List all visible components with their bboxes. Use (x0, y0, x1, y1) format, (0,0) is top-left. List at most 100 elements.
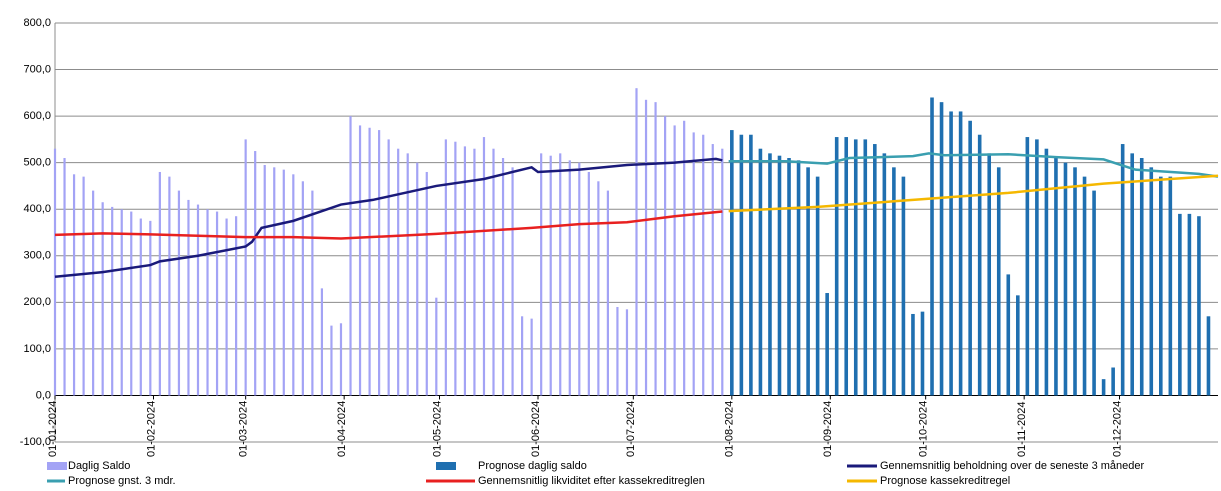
bar (1139, 158, 1144, 396)
y-tick-label: 0,0 (36, 389, 51, 401)
y-tick-label: -100,0 (20, 436, 51, 448)
bar (1092, 190, 1096, 396)
bar (939, 102, 944, 396)
bar (911, 313, 915, 396)
legend-label: Prognose kassekreditregel (880, 475, 1010, 487)
x-tick-label: 01-10-2024 (918, 401, 930, 457)
y-tick-label: 400,0 (23, 203, 51, 215)
bar (739, 134, 744, 396)
bar (120, 209, 123, 396)
bar (559, 153, 562, 396)
bar (139, 218, 142, 396)
y-tick-label: 300,0 (23, 250, 51, 262)
y-tick-label: 100,0 (23, 343, 51, 355)
bar (320, 288, 324, 396)
bar (82, 176, 85, 396)
bar (292, 174, 295, 396)
x-tick-label: 01-04-2024 (336, 401, 348, 457)
line (54, 157, 723, 278)
bar (339, 323, 343, 396)
bar (406, 153, 409, 396)
bar (206, 209, 209, 396)
bar (673, 125, 676, 396)
bar (416, 162, 419, 396)
bar (1063, 162, 1068, 396)
x-tick-label: 01-12-2024 (1111, 401, 1123, 457)
bar (387, 139, 390, 396)
bar (444, 139, 447, 396)
bar (635, 88, 638, 396)
bar (920, 311, 925, 396)
bar (644, 99, 648, 396)
legend-label: Gennemsnitlig likviditet efter kassekred… (478, 475, 705, 487)
bar (578, 162, 581, 396)
bar (892, 167, 896, 396)
bar (244, 139, 247, 396)
bar (53, 148, 57, 396)
bar (958, 111, 963, 396)
bar (254, 151, 257, 396)
bar (1101, 379, 1106, 396)
bar (806, 167, 810, 396)
bar (501, 158, 505, 396)
bar (177, 190, 181, 396)
bar (425, 171, 428, 396)
bar (235, 216, 238, 396)
bar (1044, 148, 1049, 396)
bar (901, 176, 906, 396)
x-tick-label: 01-02-2024 (145, 401, 157, 457)
bar (1120, 144, 1125, 396)
bar (815, 176, 820, 396)
bar (996, 167, 1001, 396)
bar (1168, 176, 1173, 396)
bar (768, 153, 772, 396)
y-tick-label: 200,0 (23, 296, 51, 308)
bar (882, 153, 887, 396)
bar (692, 132, 695, 396)
bar (1206, 316, 1211, 396)
bar (330, 325, 333, 396)
bar (1111, 367, 1115, 396)
bar (1187, 213, 1192, 396)
line (728, 152, 1219, 178)
legend-label: Daglig Saldo (68, 460, 130, 472)
bar (225, 218, 228, 396)
legend-label: Prognose gnst. 3 mdr. (68, 475, 176, 487)
bar (540, 153, 543, 396)
legend-label: Prognose daglig saldo (478, 460, 587, 472)
bar (273, 167, 276, 396)
bar (454, 141, 457, 396)
bar (873, 144, 877, 396)
bar (378, 130, 381, 396)
y-tick-label: 700,0 (23, 63, 51, 75)
bar (92, 190, 95, 396)
legend-label: Gennemsnitlig beholdning over de seneste… (880, 460, 1145, 472)
bar (844, 137, 849, 396)
bar (853, 139, 858, 396)
bar (787, 158, 791, 396)
x-tick-label: 01-09-2024 (822, 401, 834, 457)
bar (473, 148, 476, 396)
x-tick-label: 01-05-2024 (431, 401, 443, 457)
bar (549, 155, 552, 396)
bar (1197, 216, 1201, 396)
bar (597, 181, 600, 396)
bar (758, 148, 763, 396)
bar (702, 134, 705, 396)
bar (654, 102, 657, 396)
bar (72, 174, 76, 396)
bar (949, 111, 953, 396)
x-tick-label: 01-01-2024 (47, 401, 59, 457)
x-tick-label: 01-07-2024 (625, 401, 637, 457)
bar (358, 125, 362, 396)
bar (196, 204, 200, 396)
bar (1054, 158, 1058, 396)
bar (968, 120, 972, 396)
bar (683, 120, 686, 396)
bar (101, 202, 104, 396)
x-tick-label: 01-06-2024 (530, 401, 542, 457)
y-tick-label: 600,0 (23, 110, 51, 122)
bar (1006, 274, 1011, 396)
bar (349, 116, 352, 396)
bar (1025, 137, 1030, 396)
